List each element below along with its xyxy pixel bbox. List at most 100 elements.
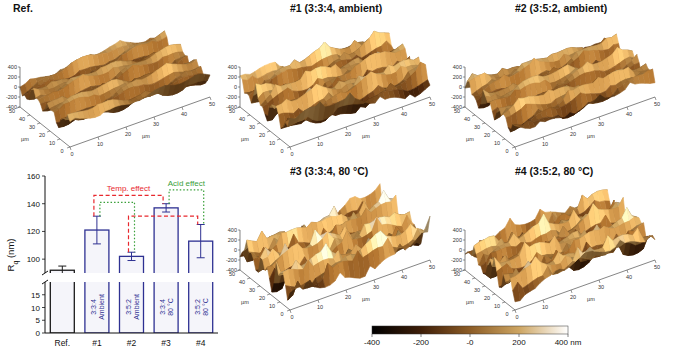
y-tick	[257, 123, 260, 124]
z-tick-label: 400	[228, 64, 237, 70]
x-tick-label: 50	[654, 101, 660, 107]
y-tick	[492, 131, 495, 132]
z-tick-label: -400	[451, 104, 462, 110]
y-tick	[17, 107, 20, 108]
y-tick-label: 30	[249, 124, 255, 130]
surface-cell	[68, 113, 75, 121]
panel-title: #2 (3:5:2, ambient)	[515, 2, 607, 14]
x-tick-label: 40	[401, 111, 407, 117]
x-tick	[627, 107, 628, 110]
surface	[465, 34, 655, 132]
z-tick-label: -400	[6, 104, 17, 110]
x-tick-label: 10	[97, 141, 103, 147]
x-unit: µm	[587, 133, 595, 139]
z-tick-label: 200	[8, 74, 17, 80]
x-tick-label: 0	[515, 151, 518, 157]
x-tick-label: 20	[125, 131, 131, 137]
y-tick-label: 40	[464, 116, 470, 122]
z-tick-label: 400	[8, 64, 17, 70]
x-tick-label: 30	[373, 121, 379, 127]
y-tick	[27, 115, 30, 116]
z-tick-label: -200	[451, 94, 462, 100]
z-tick	[463, 107, 465, 108]
x-tick	[515, 147, 516, 150]
y-tick	[47, 131, 50, 132]
y-tick	[462, 107, 465, 108]
z-tick	[18, 107, 20, 108]
y-tick-label: 20	[39, 132, 45, 138]
z-tick-label: 0	[14, 84, 17, 90]
surface	[240, 184, 430, 301]
y-tick	[482, 123, 485, 124]
afm-panel: 0010102020303040405050µmµm-400-200020040…	[6, 2, 215, 157]
y-tick	[237, 107, 240, 108]
z-tick	[18, 77, 20, 78]
afm-panel: 0010102020303040405050µmµm-400-200020040…	[451, 2, 660, 157]
x-tick	[346, 127, 347, 130]
surface-cell	[242, 80, 249, 94]
y-tick	[502, 139, 505, 140]
panel-title: #1 (3:3:4, ambient)	[290, 2, 382, 14]
y-tick	[512, 147, 515, 148]
x-tick	[430, 97, 431, 100]
x-tick	[571, 127, 572, 130]
surface-cell	[386, 84, 393, 91]
z-tick-label: 0	[459, 84, 462, 90]
x-tick	[210, 97, 211, 100]
y-tick	[267, 131, 270, 132]
x-axis	[290, 97, 430, 147]
x-axis	[70, 97, 210, 147]
afm-axes: 0010102020303040405050µmµm-400-200020040…	[6, 64, 215, 157]
x-tick	[290, 147, 291, 150]
y-unit: µm	[21, 136, 29, 142]
x-tick	[318, 137, 319, 140]
y-tick-label: 10	[49, 140, 55, 146]
x-tick	[599, 117, 600, 120]
x-tick-label: 0	[70, 151, 73, 157]
y-tick	[472, 115, 475, 116]
x-tick	[182, 107, 183, 110]
z-tick	[238, 87, 240, 88]
z-tick-label: -200	[6, 94, 17, 100]
z-tick-label: 200	[228, 74, 237, 80]
x-tick-label: 10	[317, 141, 323, 147]
surface-cell	[138, 97, 145, 100]
x-tick-label: 40	[626, 111, 632, 117]
x-unit: µm	[362, 133, 370, 139]
z-tick	[238, 67, 240, 68]
x-tick-label: 40	[181, 111, 187, 117]
y-tick-label: 10	[494, 140, 500, 146]
y-tick-label: 20	[484, 132, 490, 138]
afm-panel: 0010102020303040405050µmµm-400-200020040…	[226, 165, 435, 320]
z-tick	[18, 87, 20, 88]
surface-cell	[267, 107, 274, 121]
x-tick-label: 50	[429, 101, 435, 107]
y-tick-label: 30	[29, 124, 35, 130]
surface-cell	[288, 118, 295, 126]
y-tick-label: 0	[60, 148, 63, 154]
surface-cell	[513, 124, 520, 127]
y-tick	[277, 139, 280, 140]
x-tick	[374, 117, 375, 120]
z-tick-label: 0	[234, 84, 237, 90]
surface-cell	[483, 90, 490, 97]
z-tick-label: 400	[453, 64, 462, 70]
x-tick-label: 50	[209, 101, 215, 107]
z-tick	[463, 77, 465, 78]
x-tick	[126, 127, 127, 130]
z-tick	[238, 107, 240, 108]
x-tick	[70, 147, 71, 150]
x-tick	[655, 97, 656, 100]
y-tick-label: 40	[19, 116, 25, 122]
afm-axes: 0010102020303040405050µmµm-400-200020040…	[451, 64, 660, 157]
z-tick	[238, 77, 240, 78]
y-axis	[20, 107, 70, 147]
y-tick	[37, 123, 40, 124]
x-tick	[154, 117, 155, 120]
z-tick	[18, 67, 20, 68]
z-tick	[238, 97, 240, 98]
surface	[240, 31, 430, 128]
y-tick-label: 20	[259, 132, 265, 138]
z-tick-label: -400	[226, 104, 237, 110]
z-tick	[463, 67, 465, 68]
